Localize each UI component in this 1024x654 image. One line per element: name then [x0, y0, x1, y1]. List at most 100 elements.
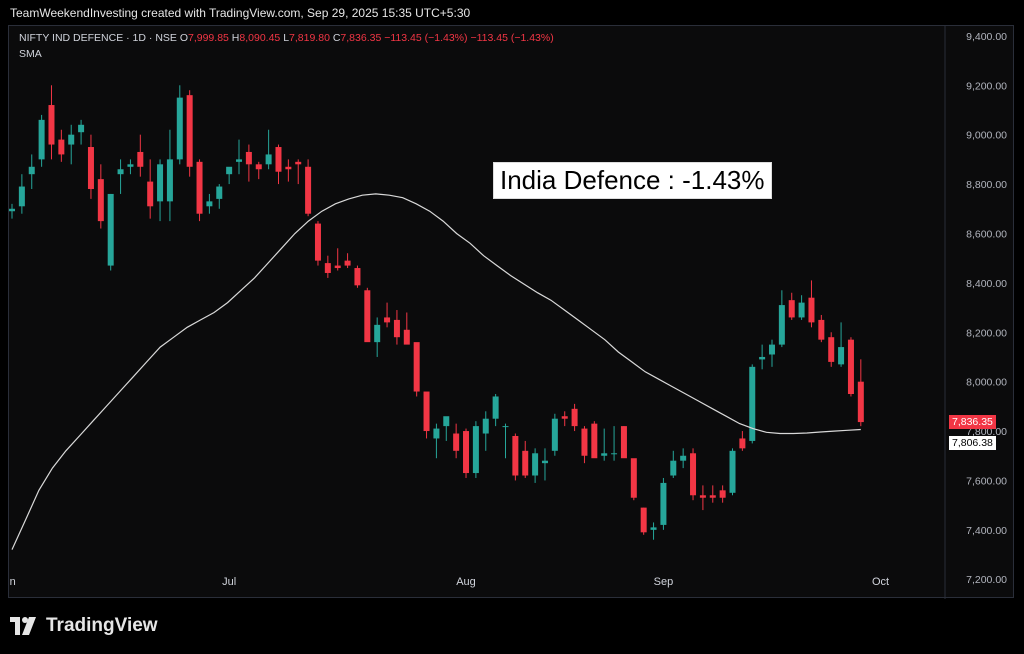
candle-body	[838, 347, 845, 365]
high-label: H	[231, 32, 240, 44]
candle-body	[571, 408, 578, 427]
candle-body	[453, 433, 460, 451]
y-tick-label: 8,800.00	[966, 179, 1007, 191]
candle-body	[186, 95, 193, 167]
candle-body	[541, 460, 548, 464]
y-tick-label: 8,600.00	[966, 228, 1007, 240]
y-tick-label: 8,200.00	[966, 327, 1007, 339]
candle-body	[729, 450, 736, 493]
y-tick-label: 7,200.00	[966, 574, 1007, 586]
candle-body	[670, 460, 677, 476]
open-value: 7,999.85	[188, 32, 229, 44]
candle-body	[601, 453, 608, 456]
tradingview-logo-icon	[10, 617, 36, 635]
x-tick-label: Oct	[872, 576, 889, 588]
candle-body	[522, 450, 529, 476]
sma-line	[11, 193, 861, 550]
candle-body	[630, 458, 637, 498]
candle-body	[778, 305, 785, 345]
sma-value-badge: 7,806.38	[949, 436, 996, 451]
candle-body	[295, 161, 302, 165]
candle-body	[324, 263, 331, 273]
candle-body	[176, 97, 183, 160]
candle-body	[591, 423, 598, 459]
footer-brand[interactable]: TradingView	[10, 615, 158, 637]
candle-body	[847, 339, 854, 395]
candle-body	[808, 297, 815, 323]
annotation-label[interactable]: India Defence : -1.43%	[493, 162, 772, 199]
candle-body	[828, 337, 835, 362]
x-tick-label: Jun	[9, 576, 16, 588]
candle-body	[216, 186, 223, 199]
candle-body	[354, 268, 361, 286]
candle-body	[147, 181, 154, 207]
candle-body	[137, 151, 144, 167]
candle-body	[48, 105, 55, 145]
symbol-label: NIFTY IND DEFENCE · 1D · NSE	[19, 32, 177, 44]
last-price-badge: 7,836.35	[949, 415, 996, 430]
candle-body	[768, 344, 775, 355]
candle-body	[127, 164, 134, 167]
candle-body	[236, 159, 243, 162]
candle-body	[759, 356, 766, 360]
close-value: 7,836.35	[340, 32, 382, 44]
low-label: L	[283, 32, 290, 44]
candle-body	[9, 208, 15, 212]
candle-body	[719, 490, 726, 498]
x-tick-label: Jul	[222, 576, 236, 588]
candle-body	[265, 154, 272, 165]
candle-body	[433, 428, 440, 439]
candle-body	[581, 428, 588, 456]
candle-body	[472, 426, 479, 474]
candle-body	[532, 453, 539, 476]
candle-body	[305, 166, 312, 214]
candle-body	[68, 134, 75, 145]
candle-body	[502, 426, 509, 428]
candle-body	[226, 166, 233, 175]
candle-body	[413, 342, 420, 392]
y-tick-label: 9,400.00	[966, 31, 1007, 43]
candle-body	[561, 416, 568, 419]
candle-body	[709, 495, 716, 498]
y-tick-label: 9,200.00	[966, 80, 1007, 92]
candle-body	[245, 151, 252, 165]
candle-body	[364, 290, 371, 343]
candle-body	[463, 431, 470, 474]
candle-body	[157, 164, 164, 202]
candle-body	[690, 453, 697, 496]
x-tick-label: Sep	[654, 576, 674, 588]
chart-pane[interactable]: 9,400.00 9,200.00 9,000.00 8,800.00 8,600.00…	[8, 25, 1015, 599]
price-chart[interactable]: 9,400.00 9,200.00 9,000.00 8,800.00 8,600.00…	[9, 26, 1015, 599]
change-value: −113.45 (−1.43%)	[384, 32, 468, 44]
candle-body	[443, 416, 450, 427]
low-value: 7,819.80	[289, 32, 330, 44]
ohlc-legend: NIFTY IND DEFENCE · 1D · NSE O7,999.85 H…	[19, 32, 554, 45]
candle-body	[393, 319, 400, 338]
y-tick-label: 8,000.00	[966, 377, 1007, 389]
candle-body	[166, 159, 173, 202]
candle-body	[58, 139, 65, 155]
candle-body	[334, 265, 341, 269]
candle-body	[344, 260, 351, 266]
y-tick-label: 8,400.00	[966, 278, 1007, 290]
candle-body	[611, 453, 618, 455]
candle-body	[87, 147, 94, 190]
candle-body	[680, 455, 687, 461]
x-tick-label: Aug	[456, 576, 476, 588]
close-label: C	[332, 32, 341, 44]
sma-legend[interactable]: SMA	[19, 48, 42, 60]
candle-body	[384, 317, 391, 323]
open-label: O	[179, 32, 188, 44]
candle-body	[660, 482, 667, 525]
candle-body	[650, 527, 657, 530]
candle-body	[699, 495, 706, 498]
candle-body	[857, 381, 864, 423]
candle-body	[97, 179, 104, 222]
candle-body	[403, 329, 410, 345]
candle-body	[620, 426, 627, 459]
change-value-secondary: −113.45 (−1.43%)	[470, 32, 554, 44]
candle-body	[28, 166, 35, 175]
candle-body	[512, 435, 519, 476]
candle-body	[749, 366, 756, 441]
candle-body	[818, 319, 825, 340]
